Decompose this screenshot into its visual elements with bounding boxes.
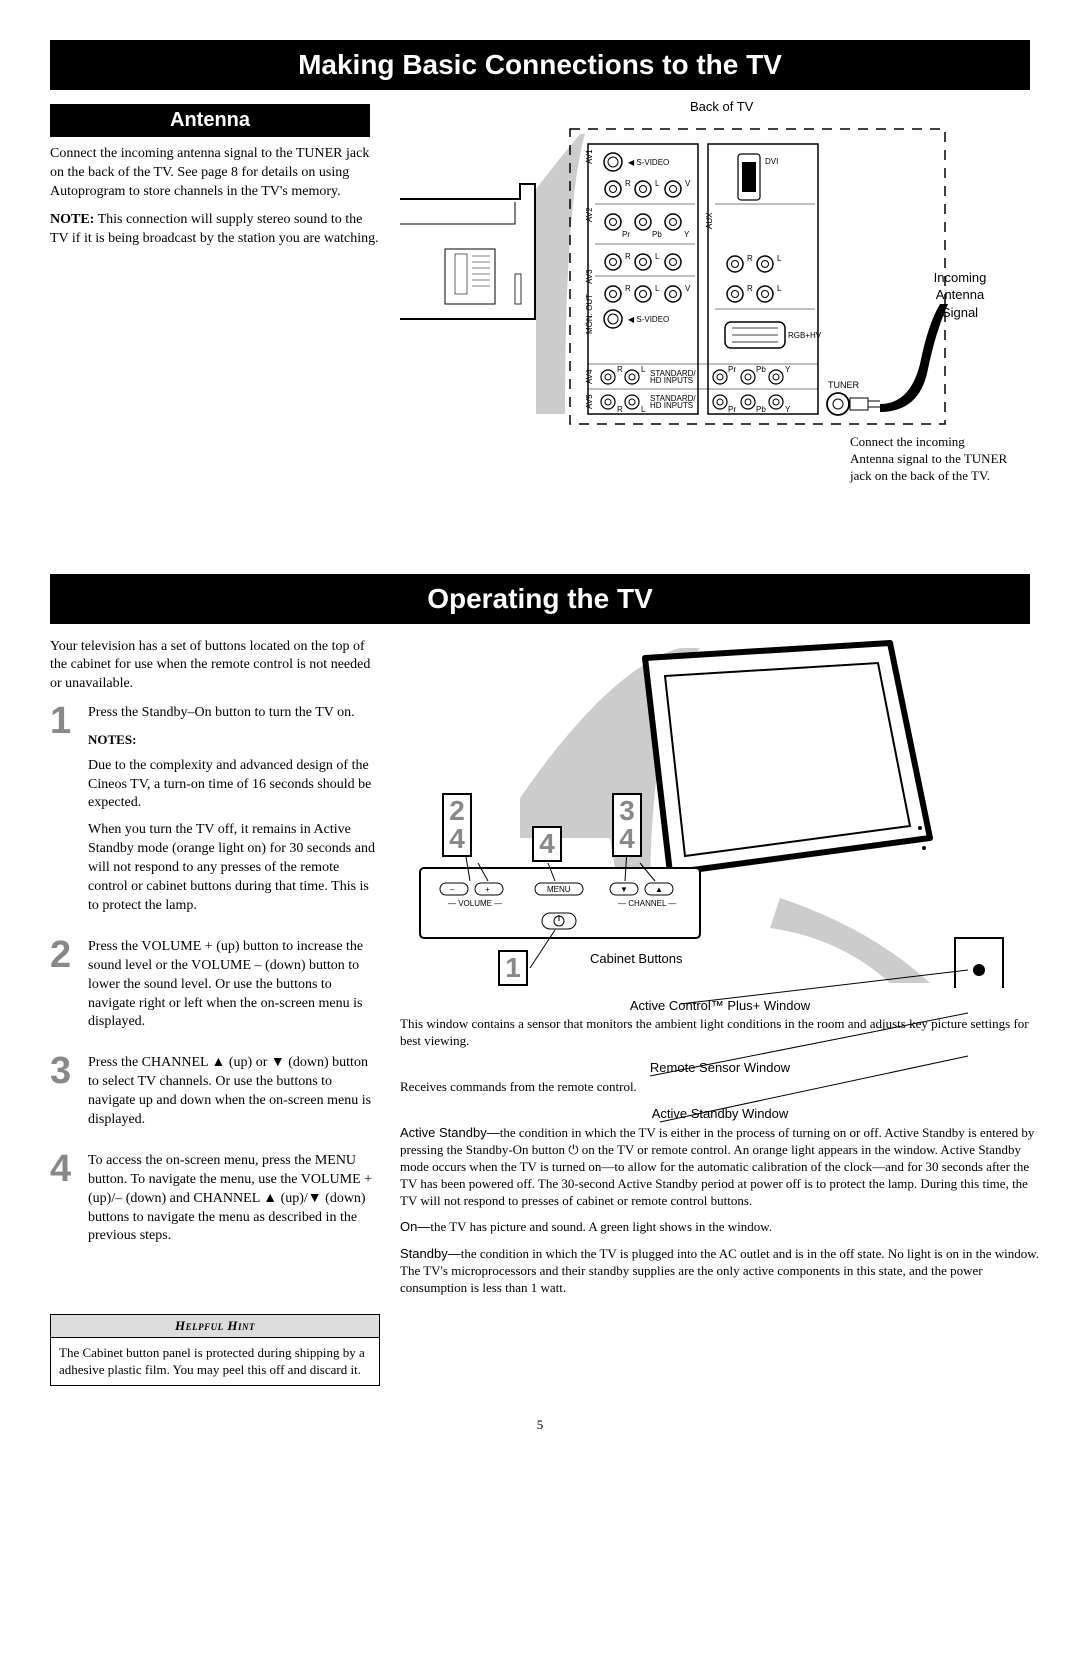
- svg-text:Y: Y: [785, 365, 791, 374]
- incoming-signal-label: Incoming Antenna Signal: [920, 269, 1000, 322]
- hint-body: The Cabinet button panel is protected du…: [51, 1338, 379, 1385]
- svg-text:HD INPUTS: HD INPUTS: [650, 401, 693, 410]
- hint-header: Helpful Hint: [51, 1315, 379, 1338]
- svg-text:AV1: AV1: [585, 149, 594, 164]
- operating-diagram: – + — VOLUME — MENU ▼ ▲ — CHANNEL —: [400, 638, 1040, 988]
- svg-text:R: R: [747, 254, 753, 263]
- svg-text:–: –: [450, 885, 455, 894]
- antenna-note: NOTE: This connection will supply stereo…: [50, 211, 380, 249]
- svg-text:MENU: MENU: [547, 885, 571, 894]
- svg-text:AUX: AUX: [705, 212, 714, 229]
- page-number: 5: [50, 1416, 1030, 1434]
- svg-text:L: L: [655, 284, 660, 293]
- step4-body: To access the on-screen menu, press the …: [88, 1152, 380, 1246]
- svg-text:◀ S-VIDEO: ◀ S-VIDEO: [628, 315, 669, 324]
- section-banner-connections: Making Basic Connections to the TV: [50, 40, 1030, 90]
- svg-text:DVI: DVI: [765, 157, 778, 166]
- step-3: 3 Press the CHANNEL ▲ (up) or ▼ (down) b…: [50, 1054, 380, 1138]
- svg-text:RGB+HV: RGB+HV: [788, 331, 822, 340]
- step-1: 1 Press the Standby–On button to turn th…: [50, 704, 380, 924]
- note-prefix: NOTE:: [50, 212, 94, 227]
- svg-text:— CHANNEL —: — CHANNEL —: [618, 899, 676, 908]
- remote-sensor-section: Remote Sensor Window Receives commands f…: [400, 1060, 1040, 1096]
- standby-body-2: the TV has picture and sound. A green li…: [430, 1219, 772, 1234]
- svg-text:V: V: [685, 284, 691, 293]
- svg-text:Pb: Pb: [756, 365, 766, 374]
- svg-text:+: +: [485, 885, 490, 894]
- svg-text:L: L: [655, 252, 660, 261]
- operating-svg: – + — VOLUME — MENU ▼ ▲ — CHANNEL —: [400, 638, 1040, 988]
- svg-text:L: L: [641, 365, 646, 374]
- sub-banner-antenna: Antenna: [50, 104, 370, 137]
- svg-text:Y: Y: [785, 405, 791, 414]
- svg-text:Pr: Pr: [622, 230, 630, 239]
- standby-prefix-1: Active Standby—: [400, 1125, 500, 1140]
- svg-text:R: R: [747, 284, 753, 293]
- cabinet-buttons-label: Cabinet Buttons: [590, 950, 683, 968]
- active-control-title: Active Control™ Plus+ Window: [400, 998, 1040, 1015]
- step-2: 2 Press the VOLUME + (up) button to incr…: [50, 938, 380, 1040]
- helpful-hint-box: Helpful Hint The Cabinet button panel is…: [50, 1314, 380, 1386]
- svg-text:AV2: AV2: [585, 207, 594, 222]
- standby-para-2: On—the TV has picture and sound. A green…: [400, 1219, 1040, 1236]
- svg-text:HD INPUTS: HD INPUTS: [650, 376, 693, 385]
- step-num-3: 3: [50, 1054, 78, 1138]
- active-control-body: This window contains a sensor that monit…: [400, 1016, 1040, 1050]
- step2-body: Press the VOLUME + (up) button to increa…: [88, 938, 380, 1032]
- svg-text:L: L: [777, 254, 782, 263]
- step1-b: Due to the complexity and advanced desig…: [88, 757, 380, 814]
- svg-text:Pr: Pr: [728, 365, 736, 374]
- antenna-para: Connect the incoming antenna signal to t…: [50, 145, 380, 202]
- antenna-diagram: Back of TV: [400, 104, 1030, 514]
- active-control-section: Active Control™ Plus+ Window This window…: [400, 998, 1040, 1051]
- step3-body: Press the CHANNEL ▲ (up) or ▼ (down) but…: [88, 1054, 380, 1130]
- step-num-2: 2: [50, 938, 78, 1040]
- svg-text:R: R: [625, 284, 631, 293]
- step1-a: Press the Standby–On button to turn the …: [88, 704, 380, 723]
- callout-3: 34: [612, 793, 642, 857]
- svg-text:L: L: [655, 179, 660, 188]
- standby-prefix-2: On—: [400, 1219, 430, 1234]
- svg-text:Y: Y: [684, 230, 690, 239]
- svg-text:R: R: [625, 179, 631, 188]
- svg-text:Pb: Pb: [756, 405, 766, 414]
- svg-text:MON. OUT: MON. OUT: [585, 294, 594, 334]
- step1-c: When you turn the TV off, it remains in …: [88, 821, 380, 915]
- svg-text:AV4: AV4: [585, 369, 594, 384]
- svg-text:V: V: [685, 179, 691, 188]
- svg-text:Pr: Pr: [728, 405, 736, 414]
- note-body: This connection will supply stereo sound…: [50, 212, 379, 246]
- step-num-1: 1: [50, 704, 78, 924]
- step-4: 4 To access the on-screen menu, press th…: [50, 1152, 380, 1254]
- svg-text:Pb: Pb: [652, 230, 662, 239]
- step-num-4: 4: [50, 1152, 78, 1254]
- svg-text:TUNER: TUNER: [828, 380, 859, 390]
- active-standby-section: Active Standby Window Active Standby—the…: [400, 1106, 1040, 1297]
- remote-sensor-title: Remote Sensor Window: [400, 1060, 1040, 1077]
- svg-text:▼: ▼: [620, 885, 628, 894]
- svg-text:R: R: [625, 252, 631, 261]
- operating-intro: Your television has a set of buttons loc…: [50, 638, 380, 695]
- section-banner-operating: Operating the TV: [50, 574, 1030, 624]
- svg-text:R: R: [617, 365, 623, 374]
- callout-4: 4: [532, 826, 562, 862]
- svg-text:L: L: [777, 284, 782, 293]
- callout-2: 24: [442, 793, 472, 857]
- svg-text:◀ S-VIDEO: ◀ S-VIDEO: [628, 158, 669, 167]
- svg-text:▲: ▲: [655, 885, 663, 894]
- remote-sensor-body: Receives commands from the remote contro…: [400, 1079, 1040, 1096]
- standby-para-3: Standby—the condition in which the TV is…: [400, 1246, 1040, 1297]
- svg-text:AV3: AV3: [585, 269, 594, 284]
- standby-para-1: Active Standby—the condition in which th…: [400, 1125, 1040, 1209]
- svg-text:R: R: [617, 405, 623, 414]
- standby-prefix-3: Standby—: [400, 1246, 461, 1261]
- tuner-caption: Connect the incoming Antenna signal to t…: [850, 434, 1010, 485]
- notes-label: NOTES:: [88, 731, 380, 749]
- svg-text:— VOLUME —: — VOLUME —: [448, 899, 502, 908]
- svg-text:AV5: AV5: [585, 394, 594, 409]
- active-standby-title: Active Standby Window: [400, 1106, 1040, 1123]
- svg-text:L: L: [641, 405, 646, 414]
- standby-body-3: the condition in which the TV is plugged…: [400, 1246, 1039, 1295]
- callout-1: 1: [498, 950, 528, 986]
